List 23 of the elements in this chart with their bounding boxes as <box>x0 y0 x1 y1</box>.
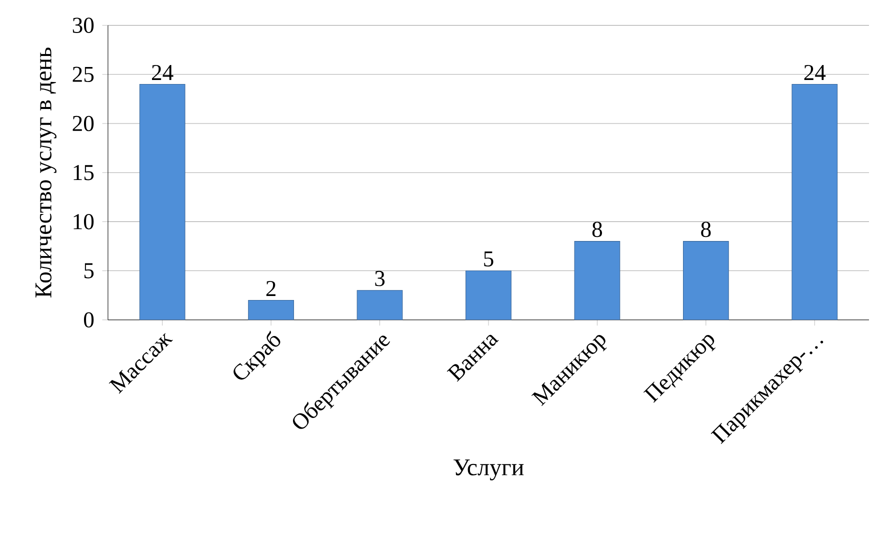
y-tick-label: 10 <box>74 214 94 230</box>
bar <box>356 290 403 320</box>
bar <box>248 300 294 320</box>
data-label: 24 <box>152 64 174 80</box>
y-tick-label: 25 <box>72 66 94 82</box>
y-tick-label: 0 <box>84 312 94 328</box>
x-axis-title: Услуги <box>454 459 524 480</box>
data-label: 8 <box>592 222 602 237</box>
data-label: 3 <box>375 270 385 286</box>
bar <box>466 270 512 320</box>
y-tick-label: 20 <box>72 116 94 131</box>
y-tick-label: 5 <box>84 263 94 278</box>
bar <box>139 84 186 320</box>
bar <box>682 240 729 320</box>
data-label: 2 <box>266 280 276 296</box>
bar <box>574 240 620 320</box>
y-axis-title: Количество услуг в день <box>36 47 56 298</box>
y-tick-label: 30 <box>72 17 94 33</box>
bar <box>792 84 838 320</box>
y-tick-label: 15 <box>74 164 94 180</box>
data-label: 24 <box>804 64 826 80</box>
data-label: 5 <box>484 251 494 266</box>
data-label: 8 <box>701 222 711 237</box>
